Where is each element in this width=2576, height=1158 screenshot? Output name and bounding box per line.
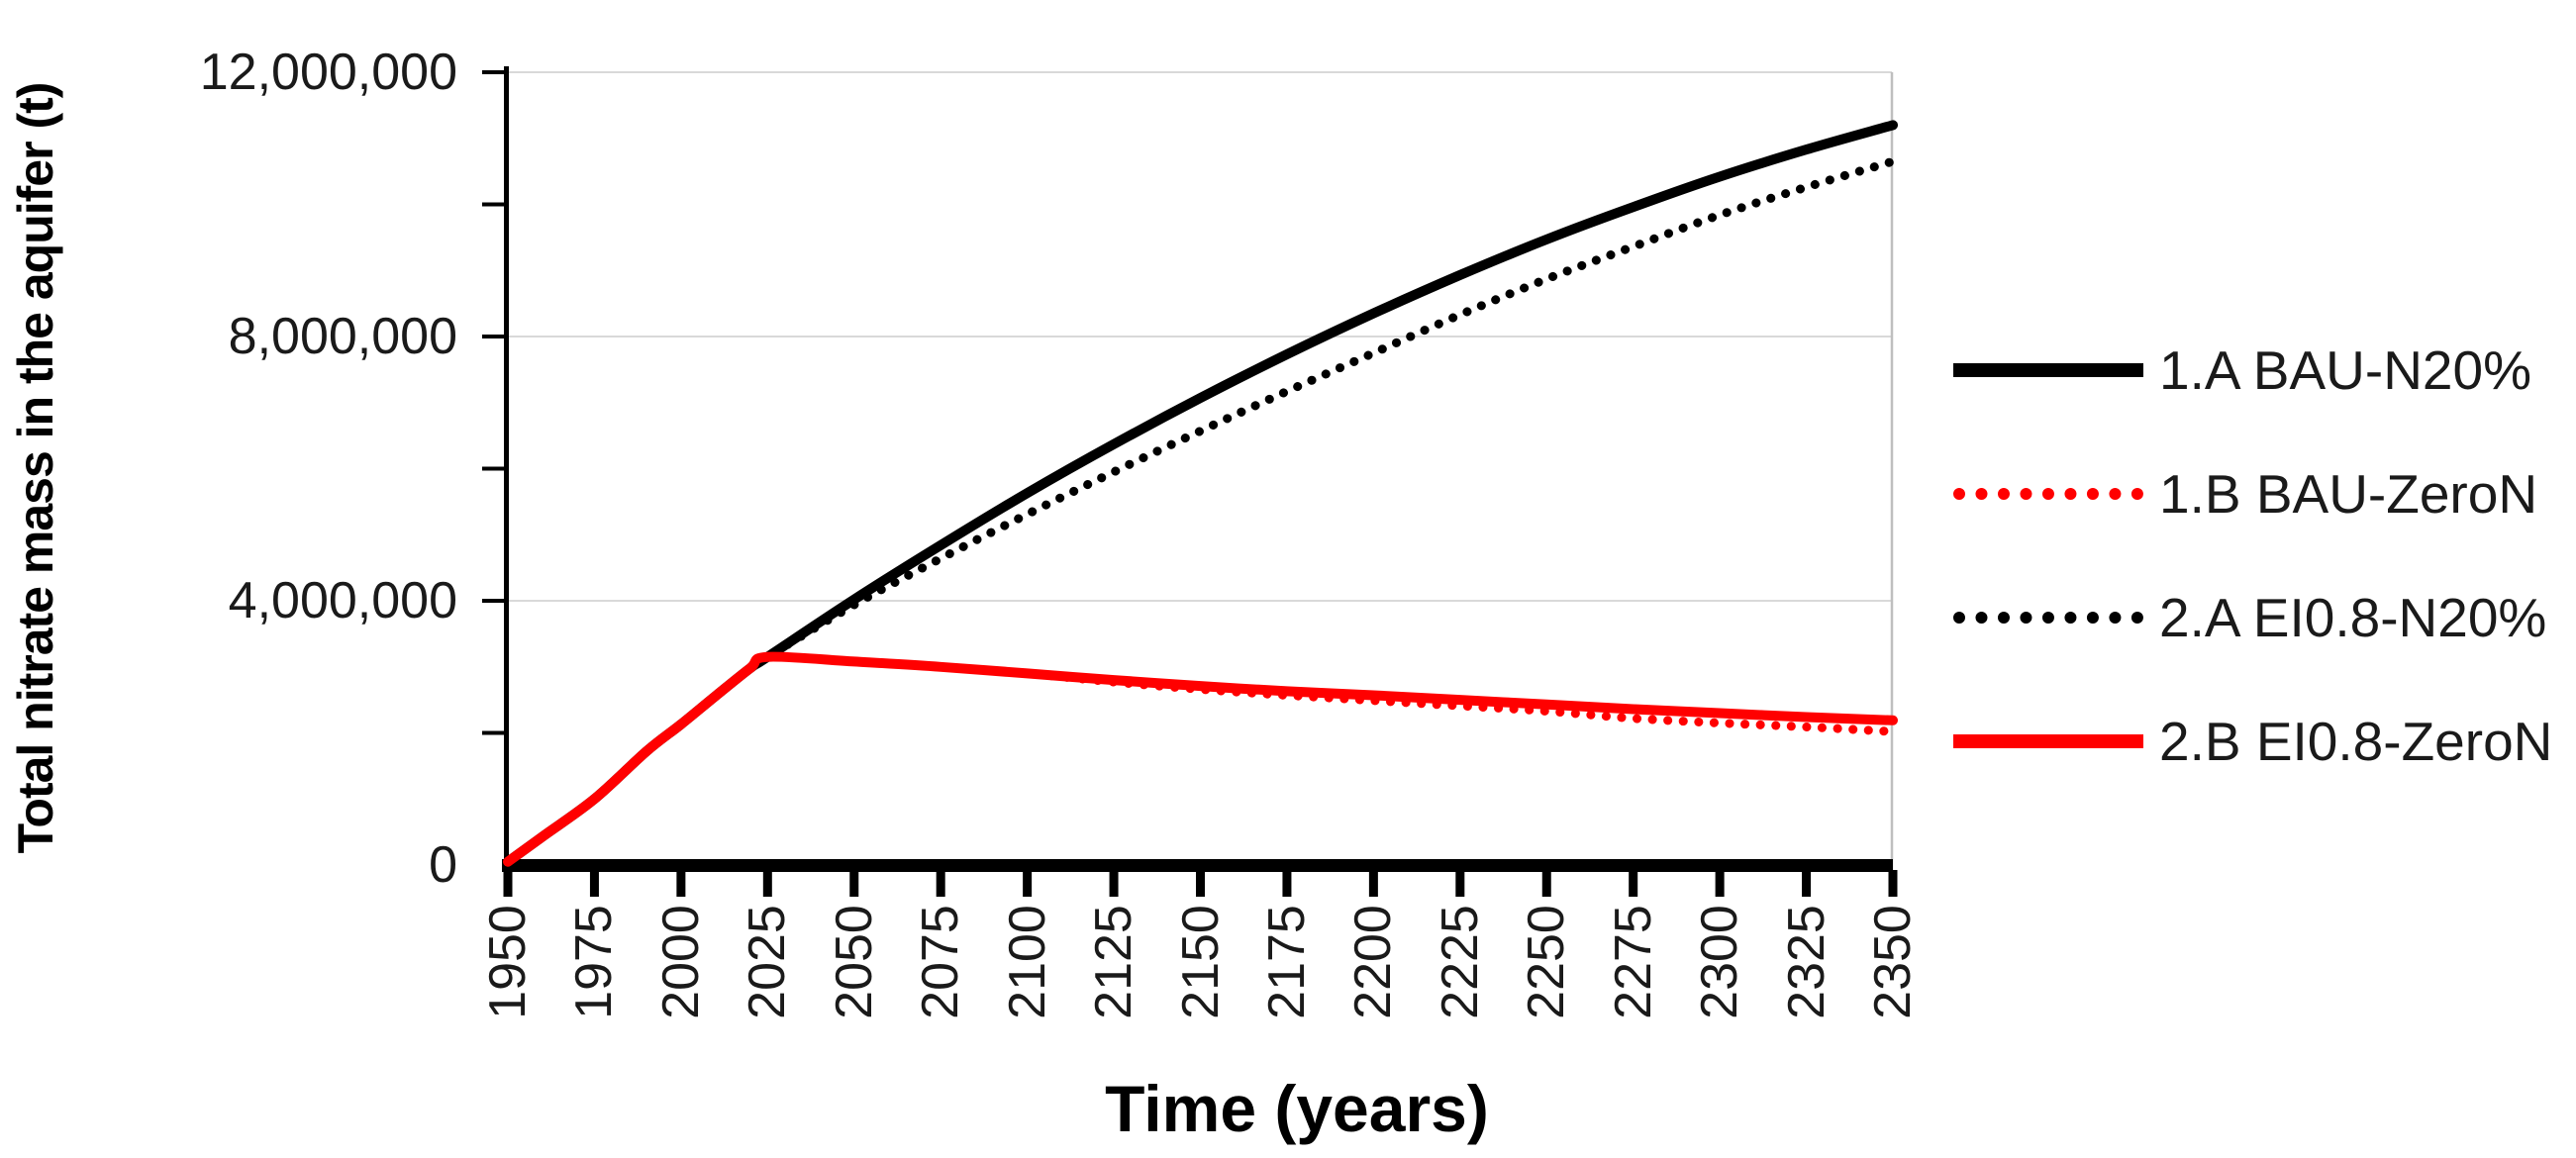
y-tick-label: 8,000,000 — [228, 308, 457, 365]
y-axis-tick — [482, 730, 506, 735]
legend-label: 1.B BAU-ZeroN — [2159, 463, 2538, 525]
y-axis-tick — [482, 466, 506, 471]
legend-label: 1.A BAU-N20% — [2159, 339, 2532, 401]
x-tick-label: 2350 — [1864, 905, 1922, 1019]
x-tick-label: 1975 — [565, 905, 624, 1019]
x-tick-label: 2025 — [739, 905, 797, 1019]
x-axis-tick — [1196, 870, 1205, 897]
x-tick-label: 2075 — [912, 905, 970, 1019]
y-axis-tick — [482, 202, 506, 207]
x-tick-label: 2000 — [651, 905, 710, 1019]
y-axis-tick — [482, 70, 506, 74]
x-tick-label: 2325 — [1777, 905, 1835, 1019]
x-axis-tick — [1629, 870, 1638, 897]
x-axis-tick — [1715, 870, 1725, 897]
x-tick-label: 2125 — [1085, 905, 1143, 1019]
x-tick-label: 2275 — [1604, 905, 1662, 1019]
x-tick-label: 2200 — [1344, 905, 1403, 1019]
y-axis-tick — [482, 335, 506, 338]
x-axis-tick — [1109, 870, 1119, 897]
legend-label: 2.A EI0.8-N20% — [2159, 587, 2547, 648]
x-tick-label: 2250 — [1518, 905, 1576, 1019]
x-axis-line — [502, 859, 1893, 872]
y-axis-line — [504, 66, 509, 871]
x-axis-tick — [849, 870, 859, 897]
x-axis-tick — [503, 870, 513, 897]
x-tick-label: 2300 — [1691, 905, 1749, 1019]
x-axis-tick — [1455, 870, 1465, 897]
series-line-1 — [503, 120, 1898, 867]
legend-line-swatch — [1953, 612, 2143, 624]
x-axis-tick — [1888, 870, 1898, 897]
y-tick-label: 12,000,000 — [199, 44, 457, 101]
y-tick-label: 4,000,000 — [228, 572, 457, 629]
series-line-3 — [503, 156, 1898, 867]
legend-line-swatch — [1953, 363, 2143, 377]
x-tick-label: 2100 — [998, 905, 1056, 1019]
series-line-4 — [503, 651, 1898, 867]
x-tick-label: 1950 — [479, 905, 537, 1019]
x-axis-tick — [1541, 870, 1551, 897]
x-axis-tick — [762, 870, 772, 897]
legend-line-swatch — [1953, 488, 2143, 500]
x-tick-label: 2175 — [1257, 905, 1316, 1019]
y-axis-tick — [482, 599, 506, 603]
legend-item: 2.A EI0.8-N20% — [1953, 586, 2546, 649]
x-axis-title: Time (years) — [1105, 1072, 1489, 1145]
x-axis-tick — [1023, 870, 1033, 897]
x-axis-tick — [1282, 870, 1292, 897]
x-tick-label: 2225 — [1431, 905, 1489, 1019]
x-tick-label: 2050 — [825, 905, 883, 1019]
legend-label: 2.B EI0.8-ZeroN — [2159, 711, 2553, 772]
x-axis-tick — [1802, 870, 1812, 897]
x-axis-tick — [936, 870, 945, 897]
legend-item: 1.B BAU-ZeroN — [1953, 462, 2537, 526]
legend-item: 2.B EI0.8-ZeroN — [1953, 710, 2552, 773]
x-tick-label: 2150 — [1171, 905, 1230, 1019]
y-tick-label: 0 — [429, 836, 457, 894]
x-axis-tick — [1368, 870, 1378, 897]
legend-item: 1.A BAU-N20% — [1953, 338, 2531, 402]
x-axis-tick — [676, 870, 686, 897]
y-axis-title: Total nitrate mass in the aquifer (t) — [8, 82, 63, 854]
legend-line-swatch — [1953, 734, 2143, 748]
x-axis-tick — [589, 870, 599, 897]
